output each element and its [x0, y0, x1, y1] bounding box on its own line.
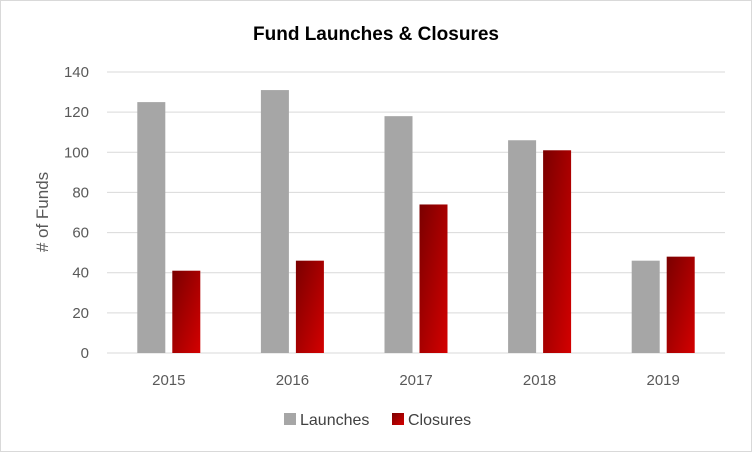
legend-label-launches: Launches [300, 412, 369, 429]
bar-closures-2019 [666, 256, 695, 353]
x-tick-label: 2017 [399, 372, 432, 389]
gridlines [107, 71, 725, 354]
x-axis-ticks: 2015 2016 2017 2018 2019 [152, 372, 680, 389]
legend-swatch-launches [284, 413, 296, 425]
y-tick-label: 100 [64, 144, 89, 161]
bar-launches-2015 [137, 102, 166, 353]
x-tick-label: 2015 [152, 372, 185, 389]
bar-closures-2017 [419, 204, 448, 353]
y-tick-label: 120 [64, 104, 89, 121]
y-tick-label: 60 [72, 225, 89, 242]
y-tick-label: 140 [64, 64, 89, 81]
x-tick-label: 2019 [647, 372, 680, 389]
bar-launches-2017 [384, 116, 413, 354]
y-tick-label: 40 [72, 265, 89, 282]
x-tick-label: 2018 [523, 372, 556, 389]
bar-launches-2016 [260, 90, 289, 354]
legend: Launches Closures [284, 412, 471, 429]
x-tick-label: 2016 [276, 372, 309, 389]
legend-swatch-closures [392, 413, 404, 425]
bars [137, 90, 695, 354]
y-tick-label: 0 [81, 345, 89, 362]
y-tick-label: 20 [72, 305, 89, 322]
y-axis-ticks: 0 20 40 60 80 100 120 140 [64, 64, 89, 362]
bar-launches-2019 [631, 260, 660, 353]
bar-closures-2016 [295, 260, 324, 353]
y-axis-label: # of Funds [33, 172, 52, 252]
y-tick-label: 80 [72, 184, 89, 201]
bar-closures-2018 [543, 150, 572, 353]
chart-title: Fund Launches & Closures [253, 24, 499, 45]
legend-label-closures: Closures [408, 412, 471, 429]
bar-closures-2015 [172, 270, 201, 353]
bar-launches-2018 [508, 140, 537, 353]
